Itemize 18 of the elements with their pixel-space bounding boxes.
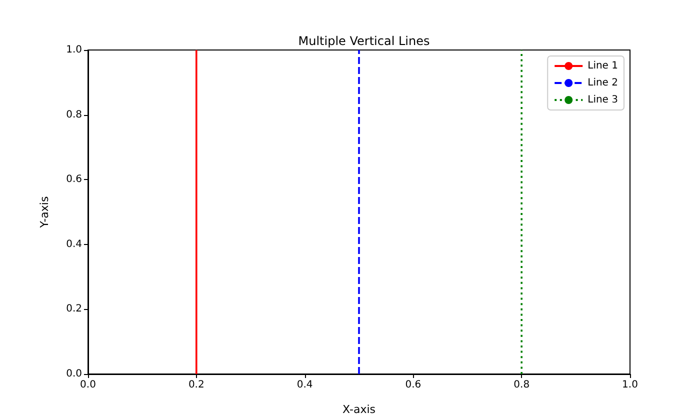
x-tick-label: 0.2 <box>188 380 204 390</box>
chart-title: Multiple Vertical Lines <box>298 34 430 48</box>
y-tick-label: 0.2 <box>66 304 82 315</box>
y-tick-label: 0.4 <box>66 238 82 250</box>
y-axis-title: Y-axis <box>38 196 51 229</box>
y-tick-label: 0.8 <box>66 109 82 120</box>
x-tick-label: 0.8 <box>514 380 530 390</box>
x-tick-label: 0.6 <box>405 380 422 390</box>
x-tick-label: 0.0 <box>80 380 96 390</box>
y-tick-label: 0.6 <box>66 174 82 186</box>
legend-label: Line 2 <box>588 78 618 88</box>
y-tick-label: 1.0 <box>66 44 82 56</box>
y-tick-label: 0.0 <box>66 368 82 380</box>
legend-label: Line 3 <box>588 94 618 106</box>
x-tick-label: 1.0 <box>622 380 638 390</box>
legend-label: Line 1 <box>588 60 618 72</box>
x-axis-title: X-axis <box>342 403 376 416</box>
x-tick-label: 0.4 <box>296 380 313 390</box>
